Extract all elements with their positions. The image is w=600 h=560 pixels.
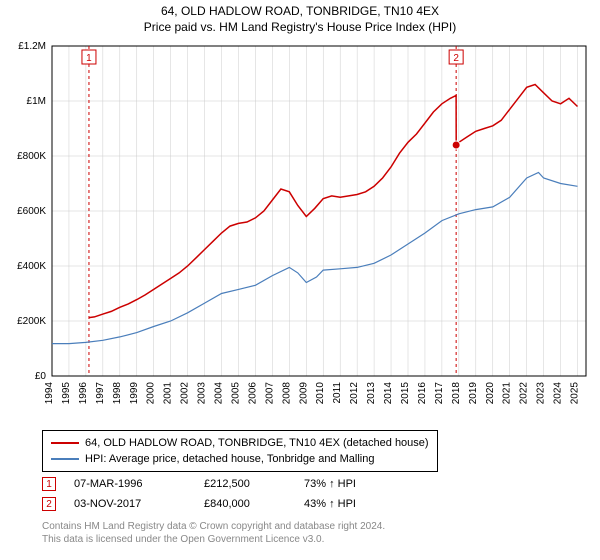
- svg-text:2015: 2015: [400, 382, 411, 405]
- svg-text:2013: 2013: [366, 382, 377, 405]
- legend-item: 64, OLD HADLOW ROAD, TONBRIDGE, TN10 4EX…: [51, 435, 429, 451]
- chart-container: 64, OLD HADLOW ROAD, TONBRIDGE, TN10 4EX…: [0, 0, 600, 560]
- legend: 64, OLD HADLOW ROAD, TONBRIDGE, TN10 4EX…: [42, 430, 438, 472]
- svg-text:2024: 2024: [553, 382, 564, 405]
- svg-text:2023: 2023: [536, 382, 547, 405]
- svg-text:2: 2: [453, 53, 459, 64]
- svg-text:£1M: £1M: [27, 96, 46, 107]
- marker-row: 1 07-MAR-1996£212,50073% ↑ HPI: [42, 474, 394, 494]
- footer: Contains HM Land Registry data © Crown c…: [42, 520, 385, 546]
- svg-text:2022: 2022: [519, 382, 530, 405]
- svg-text:2021: 2021: [502, 382, 513, 405]
- title-address: 64, OLD HADLOW ROAD, TONBRIDGE, TN10 4EX: [0, 4, 600, 18]
- footer-line2: This data is licensed under the Open Gov…: [42, 533, 385, 546]
- svg-text:1997: 1997: [95, 382, 106, 405]
- svg-text:2017: 2017: [434, 382, 445, 405]
- marker-price: £840,000: [204, 498, 304, 510]
- svg-text:£600K: £600K: [17, 206, 46, 217]
- svg-text:2006: 2006: [247, 382, 258, 405]
- marker-hpi: 43% ↑ HPI: [304, 498, 394, 510]
- svg-text:2007: 2007: [264, 382, 275, 405]
- svg-text:2005: 2005: [230, 382, 241, 405]
- marker-number: 1: [42, 477, 56, 491]
- legend-label: 64, OLD HADLOW ROAD, TONBRIDGE, TN10 4EX…: [85, 437, 429, 449]
- svg-text:£200K: £200K: [17, 316, 46, 327]
- svg-text:1998: 1998: [112, 382, 123, 405]
- svg-text:1995: 1995: [61, 382, 72, 405]
- titles: 64, OLD HADLOW ROAD, TONBRIDGE, TN10 4EX…: [0, 0, 600, 34]
- svg-text:1999: 1999: [129, 382, 140, 405]
- svg-text:2002: 2002: [180, 382, 191, 405]
- svg-text:2016: 2016: [417, 382, 428, 405]
- legend-item: HPI: Average price, detached house, Tonb…: [51, 451, 429, 467]
- svg-text:2011: 2011: [332, 382, 343, 404]
- svg-text:2003: 2003: [197, 382, 208, 405]
- svg-text:2008: 2008: [281, 382, 292, 405]
- svg-text:£800K: £800K: [17, 151, 46, 162]
- svg-text:£1.2M: £1.2M: [18, 41, 46, 52]
- marker-number: 2: [42, 497, 56, 511]
- svg-text:2000: 2000: [146, 382, 157, 405]
- chart-svg: £0 £200K £400K £600K £800K £1M £1.2M 1994 1995 19…: [8, 40, 592, 420]
- marker-hpi: 73% ↑ HPI: [304, 478, 394, 490]
- marker-date: 07-MAR-1996: [74, 478, 204, 490]
- svg-text:2004: 2004: [214, 382, 225, 405]
- title-subtitle: Price paid vs. HM Land Registry's House …: [0, 20, 600, 34]
- footer-line1: Contains HM Land Registry data © Crown c…: [42, 520, 385, 533]
- svg-text:2025: 2025: [570, 382, 581, 405]
- svg-text:1994: 1994: [44, 382, 55, 405]
- legend-swatch: [51, 442, 79, 444]
- svg-text:£0: £0: [35, 371, 47, 382]
- svg-text:2020: 2020: [485, 382, 496, 405]
- marker-row: 2 03-NOV-2017£840,00043% ↑ HPI: [42, 494, 394, 514]
- svg-text:1: 1: [86, 53, 92, 64]
- svg-text:2018: 2018: [451, 382, 462, 405]
- legend-swatch: [51, 458, 79, 460]
- marker-price: £212,500: [204, 478, 304, 490]
- svg-text:2012: 2012: [349, 382, 360, 405]
- svg-text:2014: 2014: [383, 382, 394, 405]
- chart: £0 £200K £400K £600K £800K £1M £1.2M 1994 1995 19…: [8, 40, 592, 420]
- svg-text:2009: 2009: [298, 382, 309, 405]
- legend-label: HPI: Average price, detached house, Tonb…: [85, 453, 374, 465]
- svg-text:2001: 2001: [163, 382, 174, 405]
- marker-date: 03-NOV-2017: [74, 498, 204, 510]
- svg-text:£400K: £400K: [17, 261, 46, 272]
- svg-text:2019: 2019: [468, 382, 479, 405]
- svg-text:1996: 1996: [78, 382, 89, 405]
- event-markers: 1 07-MAR-1996£212,50073% ↑ HPI 2 03-NOV-201…: [42, 474, 394, 514]
- svg-text:2010: 2010: [315, 382, 326, 405]
